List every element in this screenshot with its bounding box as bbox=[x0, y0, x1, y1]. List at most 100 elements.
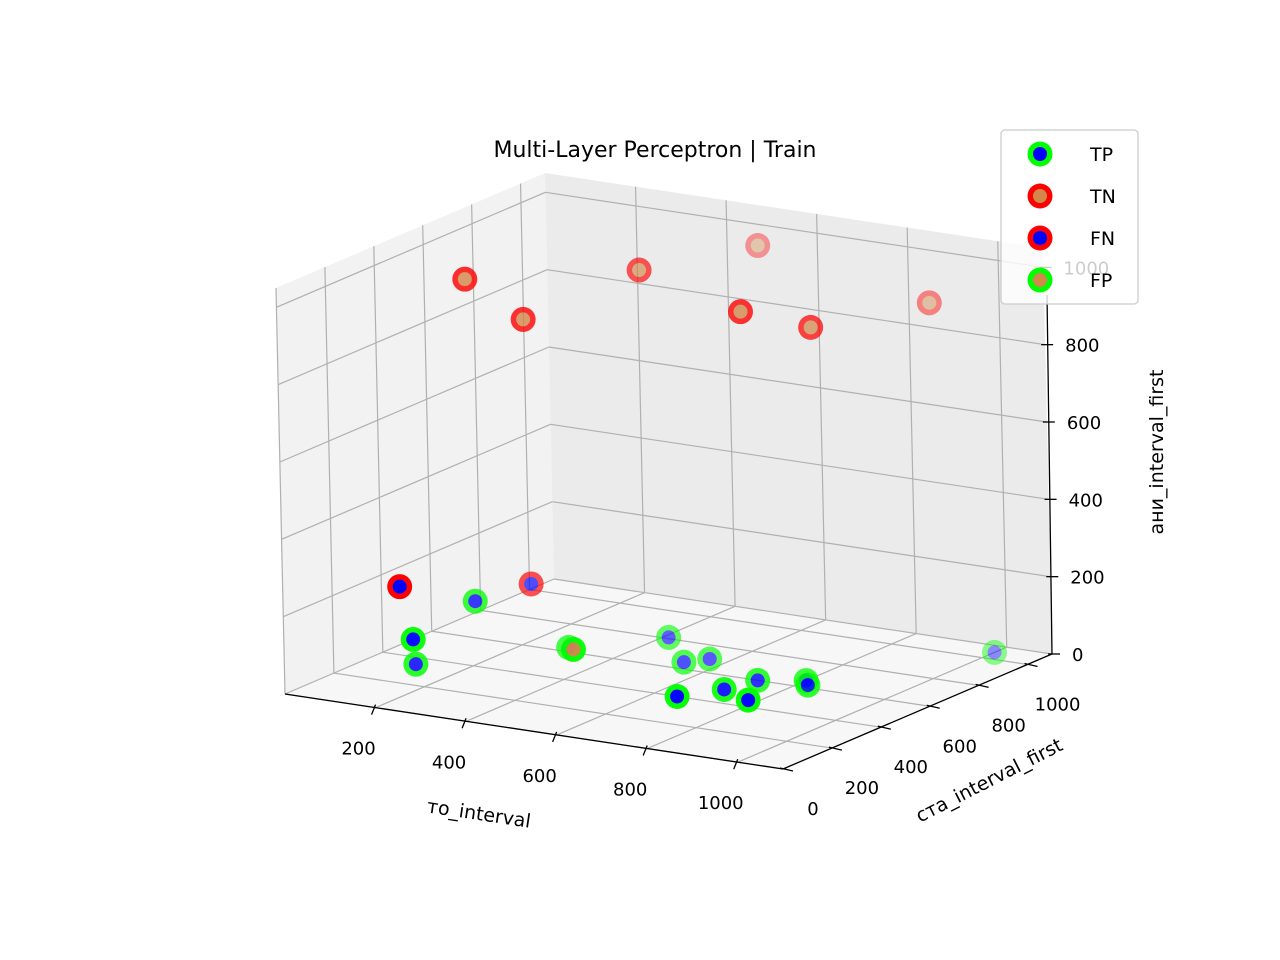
y-axis-label: ста_interval_first bbox=[912, 734, 1066, 827]
scatter-point-face bbox=[987, 645, 1002, 660]
y-tick-label: 0 bbox=[807, 799, 818, 820]
scatter-point-tp bbox=[697, 646, 723, 672]
legend-item-tp: TP bbox=[1027, 141, 1113, 167]
scatter-point-tp bbox=[664, 684, 690, 709]
scatter-point-face bbox=[457, 272, 472, 287]
grid-line-z-left bbox=[283, 501, 553, 618]
scatter-point-face bbox=[922, 295, 937, 310]
scatter-point-tn bbox=[452, 266, 478, 292]
z-tick-label: 400 bbox=[1069, 490, 1103, 511]
scatter-point-tp bbox=[711, 676, 737, 702]
grid-line-y-floor bbox=[480, 609, 979, 686]
scatter-point-tp bbox=[400, 626, 426, 652]
z-tick-label: 600 bbox=[1067, 413, 1101, 434]
z-axis-label: ани_interval_first bbox=[1146, 370, 1168, 535]
legend-items: TP TN FN FP bbox=[1027, 141, 1116, 293]
x-tick-label: 1000 bbox=[698, 793, 744, 814]
grid-line-x-back bbox=[725, 200, 736, 607]
tick-labels: 200 400 600 800 1000 0 200 400 600 800 1000 0 200 400… bbox=[341, 258, 1109, 820]
z-tick-label: 0 bbox=[1072, 645, 1083, 666]
y-tick-label: 200 bbox=[845, 778, 879, 799]
scatter-point-face bbox=[516, 312, 531, 327]
grid-line-z-back bbox=[547, 269, 1046, 346]
y-tick-label: 800 bbox=[991, 715, 1025, 736]
scatter-point-tp bbox=[462, 588, 488, 614]
grid-line-x-back bbox=[634, 186, 646, 593]
legend-label: TN bbox=[1089, 186, 1116, 208]
scatter-point-tn bbox=[626, 257, 652, 283]
scatter-point-fn bbox=[387, 574, 413, 600]
y-tick-label: 400 bbox=[894, 757, 928, 778]
pane-left bbox=[276, 173, 554, 694]
x-tick bbox=[642, 745, 648, 756]
grid-line-y-left bbox=[422, 225, 433, 632]
scatter-point-face bbox=[702, 652, 717, 666]
y-tick-label: 600 bbox=[943, 736, 977, 757]
y-tick bbox=[779, 767, 794, 772]
scatter-point-face bbox=[468, 594, 483, 609]
y-tick bbox=[1024, 662, 1038, 668]
grid-line-z-back bbox=[553, 578, 1053, 655]
scatter-point-face bbox=[741, 693, 756, 708]
grid-line-x-floor bbox=[737, 646, 1007, 763]
legend-label: TP bbox=[1089, 144, 1113, 166]
y-tick bbox=[926, 704, 940, 709]
legend-marker-face bbox=[1033, 273, 1047, 287]
scatter-point-face bbox=[406, 632, 421, 647]
scatter-point-edge bbox=[982, 639, 1007, 665]
grid-line-y-floor bbox=[333, 672, 832, 749]
legend-marker-face bbox=[1033, 189, 1047, 203]
axis-panes bbox=[276, 173, 1052, 769]
scatter-point-face bbox=[566, 642, 581, 657]
pane-floor bbox=[285, 579, 1052, 769]
grid-line-x-floor bbox=[646, 632, 917, 750]
scatter-point-face bbox=[524, 576, 539, 591]
scatter-point-face bbox=[750, 673, 765, 688]
grid-line-z-left bbox=[277, 269, 548, 386]
grid-line-y-left bbox=[519, 183, 531, 590]
x-tick bbox=[733, 758, 739, 770]
scatter-point-tn bbox=[745, 233, 771, 259]
grid-line-x-floor bbox=[375, 592, 645, 709]
x-axis-line bbox=[284, 693, 784, 770]
grid-line-z-back bbox=[552, 501, 1051, 578]
scatter-point-tp bbox=[656, 624, 682, 650]
z-tick-label: 200 bbox=[1070, 568, 1104, 589]
scatter-point-tp bbox=[735, 687, 761, 713]
scatter-point-fp bbox=[560, 636, 586, 662]
scatter-point-tn bbox=[510, 306, 536, 332]
grid-line-y-left bbox=[324, 267, 335, 674]
grid-line-x-back bbox=[997, 241, 1008, 648]
x-tick bbox=[370, 704, 377, 715]
grid-line-z-back bbox=[548, 346, 1047, 423]
y-tick-label: 1000 bbox=[1035, 694, 1081, 715]
x-tick-label: 800 bbox=[613, 780, 647, 801]
grid-line-z-left bbox=[276, 191, 546, 308]
grid-line-z-left bbox=[279, 346, 550, 463]
scatter-point-face bbox=[733, 304, 748, 319]
scatter-point-face bbox=[676, 655, 691, 670]
axis-lines bbox=[284, 266, 1060, 772]
grid-line-y-floor bbox=[529, 588, 1028, 666]
grid-line-y-floor bbox=[382, 651, 881, 728]
grid-line-x-floor bbox=[465, 605, 736, 722]
chart-title: Multi-Layer Perceptron | Train bbox=[494, 138, 817, 163]
grid-line-z-back bbox=[545, 191, 1044, 268]
scatter-points bbox=[387, 233, 1007, 713]
scatter-point-tp bbox=[403, 651, 429, 677]
scatter-point-edge bbox=[916, 290, 942, 316]
legend-label: FP bbox=[1090, 270, 1112, 292]
x-tick-label: 600 bbox=[522, 766, 556, 787]
grid-line-z-back bbox=[550, 423, 1049, 500]
scatter-point-tn bbox=[727, 299, 753, 325]
legend-item-fn: FN bbox=[1027, 225, 1115, 251]
scatter-point-fn bbox=[518, 571, 544, 597]
scatter-point-tp bbox=[795, 672, 821, 698]
scatter-point-tn bbox=[916, 290, 942, 316]
scatter-point-face bbox=[750, 238, 765, 253]
pane-back bbox=[545, 173, 1052, 654]
y-tick bbox=[828, 746, 843, 751]
y-axis-line bbox=[782, 653, 1053, 770]
grid-line-x-floor bbox=[556, 619, 826, 736]
